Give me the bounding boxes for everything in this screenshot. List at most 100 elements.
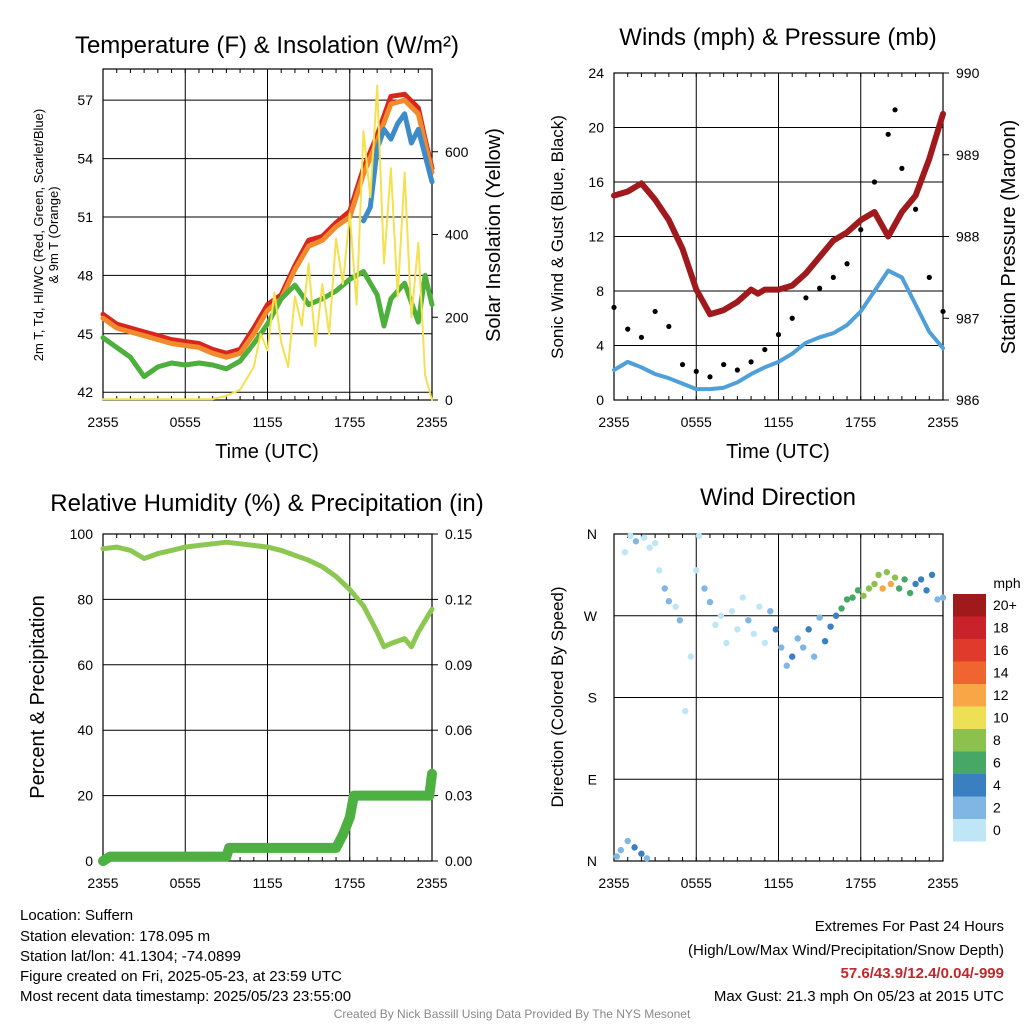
x-tick-label: 0555 bbox=[170, 414, 201, 430]
direction-point bbox=[745, 617, 752, 624]
elevation-label: Station elevation: 178.095 m bbox=[20, 928, 211, 945]
colorbar-label: 0 bbox=[993, 822, 1001, 838]
colorbar-swatch bbox=[953, 661, 986, 684]
gust-point bbox=[830, 274, 836, 280]
extremes-legend: (High/Low/Max Wind/Precipitation/Snow De… bbox=[688, 942, 1004, 959]
direction-point bbox=[672, 603, 679, 610]
x-tick-label: 2355 bbox=[927, 414, 958, 430]
y-tick-label: 12 bbox=[588, 229, 604, 245]
y-tick-label: 4 bbox=[596, 338, 604, 354]
humidity-title: Relative Humidity (%) & Precipitation (i… bbox=[50, 490, 483, 517]
gust-point bbox=[892, 107, 898, 113]
colorbar-swatch bbox=[953, 729, 986, 752]
gust-point bbox=[707, 374, 713, 380]
direction-tick-label: E bbox=[588, 771, 597, 787]
direction-tick-label: S bbox=[588, 690, 597, 706]
x-tick-label: 1755 bbox=[845, 875, 876, 891]
direction-point bbox=[643, 855, 651, 862]
direction-point bbox=[728, 608, 736, 615]
y-right-tick-label: 990 bbox=[956, 65, 980, 81]
credit-label: Created By Nick Bassill Using Data Provi… bbox=[333, 1007, 691, 1021]
gust-point bbox=[666, 323, 672, 330]
colorbar-label: 4 bbox=[993, 777, 1001, 793]
x-tick-label: 1155 bbox=[763, 875, 793, 891]
y-tick-label: 45 bbox=[77, 326, 93, 342]
colorbar-swatch bbox=[953, 594, 986, 617]
direction-point bbox=[638, 850, 645, 857]
series-td bbox=[100, 269, 435, 380]
gust-point bbox=[926, 274, 932, 280]
y-tick-label: 57 bbox=[77, 92, 93, 108]
direction-point bbox=[854, 587, 862, 594]
series-hi-wc bbox=[361, 111, 435, 224]
direction-point bbox=[923, 587, 930, 594]
direction-point bbox=[939, 594, 947, 601]
direction-point bbox=[661, 585, 668, 592]
colorbar-label: 8 bbox=[993, 732, 1001, 748]
extremes-values: 57.6/43.9/12.4/0.04/-999 bbox=[840, 965, 1004, 982]
direction-tick-label: N bbox=[587, 526, 597, 542]
direction-point bbox=[906, 589, 914, 597]
direction-point bbox=[687, 653, 694, 660]
gust-point bbox=[871, 179, 878, 185]
temperature-title: Temperature (F) & Insolation (W/m²) bbox=[75, 32, 459, 59]
x-tick-label: 1155 bbox=[763, 414, 793, 430]
y-right-tick-label: 988 bbox=[956, 229, 980, 245]
direction-point bbox=[843, 596, 851, 603]
direction-point bbox=[631, 844, 638, 851]
direction-point bbox=[701, 585, 708, 592]
direction-point bbox=[656, 567, 663, 574]
gust-point bbox=[625, 326, 631, 332]
gust-point bbox=[885, 131, 891, 137]
direction-point bbox=[734, 626, 741, 633]
x-tick-label: 1155 bbox=[252, 875, 282, 891]
y-right-tick-label: 600 bbox=[445, 144, 469, 160]
y-tick-label: 80 bbox=[77, 591, 93, 607]
series-station-pressure bbox=[611, 110, 946, 318]
gust-point bbox=[775, 332, 782, 338]
x-tick-label: 1755 bbox=[334, 875, 365, 891]
y-right-tick-label: 986 bbox=[956, 392, 980, 408]
y-right-tick-label: 0.15 bbox=[445, 526, 472, 542]
y-tick-label: 51 bbox=[77, 209, 93, 225]
x-tick-label: 2355 bbox=[598, 875, 629, 891]
colorbar-label: 20+ bbox=[993, 597, 1017, 613]
y-right-tick-label: 200 bbox=[445, 309, 469, 325]
x-tick-label: 1155 bbox=[252, 414, 282, 430]
series-sonic-wind bbox=[612, 268, 945, 392]
gust-point bbox=[679, 361, 686, 368]
direction-point bbox=[624, 837, 631, 845]
y-tick-label: 40 bbox=[77, 722, 93, 738]
gust-point bbox=[638, 334, 645, 340]
y-tick-label: 100 bbox=[70, 526, 94, 542]
colorbar-label: 14 bbox=[993, 665, 1009, 681]
recent-data-label: Most recent data timestamp: 2025/05/23 2… bbox=[20, 988, 352, 1005]
x-tick-label: 2355 bbox=[87, 414, 118, 430]
y-tick-label: 42 bbox=[77, 384, 93, 400]
winds-ylabel-left: Sonic Wind & Gust (Blue, Black) bbox=[548, 115, 567, 359]
x-tick-label: 0555 bbox=[681, 414, 712, 430]
gust-point bbox=[899, 165, 905, 171]
y-tick-label: 16 bbox=[588, 174, 604, 190]
direction-ylabel-left: Direction (Colored By Speed) bbox=[548, 586, 567, 807]
y-tick-label: 60 bbox=[77, 657, 93, 673]
x-tick-label: 1755 bbox=[845, 414, 876, 430]
gust-point bbox=[734, 367, 740, 373]
direction-point bbox=[640, 534, 648, 541]
gust-point bbox=[762, 346, 768, 353]
humidity-ylabel-left: Percent & Precipitation bbox=[27, 595, 49, 798]
direction-point bbox=[912, 580, 919, 588]
direction-point bbox=[794, 635, 801, 642]
y-right-tick-label: 400 bbox=[445, 227, 469, 243]
direction-point bbox=[646, 544, 653, 551]
gust-point bbox=[817, 285, 823, 291]
gust-point bbox=[858, 227, 864, 233]
colorbar-label: 12 bbox=[993, 687, 1009, 703]
colorbar-label: 10 bbox=[993, 710, 1009, 726]
colorbar-swatch bbox=[953, 796, 986, 819]
direction-point bbox=[682, 707, 689, 715]
direction-point bbox=[901, 576, 908, 583]
direction-point bbox=[832, 612, 840, 619]
y-right-tick-label: 0.12 bbox=[445, 591, 472, 607]
